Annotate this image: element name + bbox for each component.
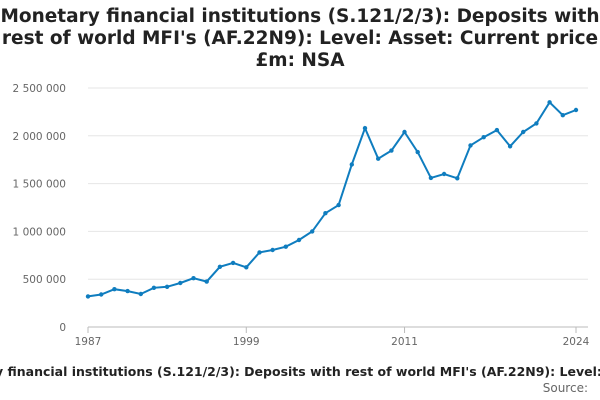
x-tick-label: 1999	[233, 336, 260, 348]
data-point[interactable]	[468, 143, 473, 148]
x-tick-label: 2024	[563, 336, 590, 348]
data-point[interactable]	[573, 107, 579, 113]
data-point[interactable]	[204, 279, 209, 284]
data-point[interactable]	[362, 126, 368, 131]
x-tick-label: 1987	[75, 336, 102, 348]
data-point[interactable]	[164, 284, 170, 289]
data-point[interactable]	[455, 176, 460, 181]
source-label: Source:	[542, 381, 588, 395]
legend-label: Monetary financial institutions (S.121/2…	[0, 364, 600, 379]
x-axis: 1987 1999 2011 2024	[75, 327, 590, 348]
y-tick-label: 1 000 000	[13, 226, 66, 238]
data-point[interactable]	[125, 288, 130, 294]
y-tick-label: 0	[59, 322, 66, 334]
data-point[interactable]	[296, 237, 302, 243]
data-point[interactable]	[138, 291, 143, 297]
data-point[interactable]	[310, 229, 315, 234]
y-tick-label: 1 500 000	[13, 179, 66, 191]
y-tick-label: 500 000	[23, 274, 66, 286]
data-point[interactable]	[151, 285, 157, 290]
data-point[interactable]	[507, 144, 513, 149]
data-point[interactable]	[257, 250, 262, 255]
data-point[interactable]	[481, 135, 486, 140]
data-point[interactable]	[547, 100, 552, 105]
y-tick-label: 2 500 000	[13, 83, 66, 95]
data-point[interactable]	[283, 244, 288, 249]
data-points	[85, 100, 579, 299]
gridlines	[88, 87, 588, 328]
chart-title: Monetary financial institutions (S.121/2…	[0, 6, 600, 71]
data-point[interactable]	[99, 292, 104, 297]
data-point[interactable]	[270, 247, 275, 253]
y-tick-label: 2 000 000	[13, 131, 66, 143]
data-point[interactable]	[376, 156, 381, 161]
data-point[interactable]	[534, 121, 539, 126]
data-point[interactable]	[441, 171, 447, 177]
data-point[interactable]	[415, 149, 420, 155]
data-point[interactable]	[521, 129, 526, 135]
series-line	[87, 100, 577, 298]
data-point[interactable]	[560, 113, 565, 118]
data-point[interactable]	[191, 276, 196, 281]
data-point[interactable]	[389, 148, 394, 153]
data-point[interactable]	[85, 294, 91, 299]
y-axis: 0 500 000 1 000 000 1 500 000 2 000 000 2 500…	[13, 83, 66, 334]
data-point[interactable]	[112, 287, 117, 292]
x-tick-label: 2011	[391, 336, 418, 348]
data-point[interactable]	[323, 211, 328, 216]
data-point[interactable]	[244, 265, 249, 270]
data-point[interactable]	[402, 129, 407, 135]
data-point[interactable]	[178, 280, 183, 286]
data-point[interactable]	[230, 260, 236, 266]
data-point[interactable]	[336, 202, 341, 208]
data-point[interactable]	[428, 175, 434, 181]
data-point[interactable]	[494, 127, 500, 133]
legend: Monetary financial institutions (S.121/2…	[0, 362, 600, 380]
data-point[interactable]	[217, 264, 223, 269]
data-point[interactable]	[349, 162, 354, 167]
